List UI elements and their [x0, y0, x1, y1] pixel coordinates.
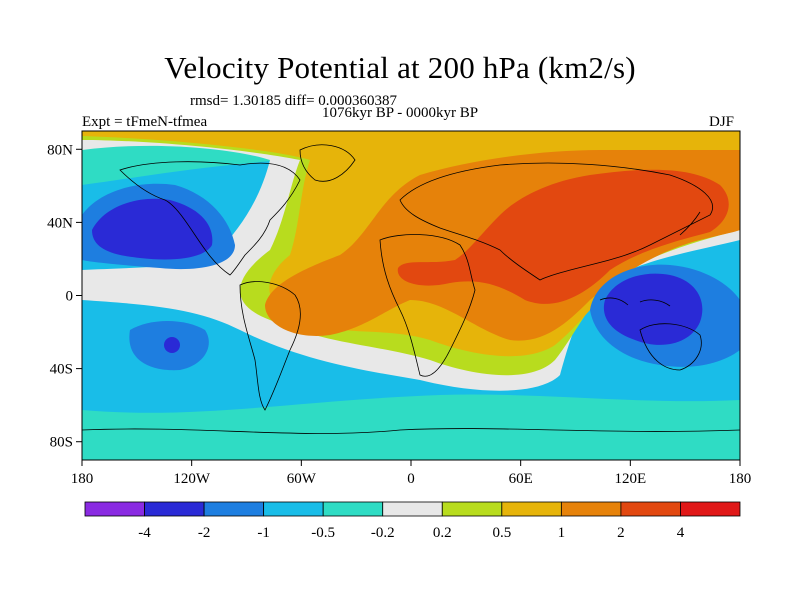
x-tick-label: 60W — [287, 471, 317, 487]
colorbar-label: 0.5 — [492, 525, 511, 541]
colorbar-label: -0.2 — [371, 525, 395, 541]
contour-spac-minus2 — [164, 337, 180, 353]
colorbar-swatch — [382, 501, 443, 517]
x-tick-label: 180 — [729, 471, 752, 487]
coastlines — [82, 144, 740, 434]
experiment-label: Expt = tFmeN-tfmea — [82, 114, 208, 130]
y-tick-label: 40N — [47, 215, 73, 231]
contour-mc-minus2 — [603, 273, 703, 345]
x-tick-label: 180 — [71, 471, 94, 487]
x-tick-label: 60E — [509, 471, 533, 487]
colorbar-label: 1 — [558, 525, 566, 541]
colorbar-label: 0.2 — [433, 525, 452, 541]
colorbar: -4 -2 -1 -0.5 -0.2 0.2 0.5 1 2 4 — [84, 501, 741, 541]
colorbar-swatch — [203, 501, 265, 517]
colorbar-swatch — [501, 501, 562, 517]
x-tick-label: 0 — [407, 471, 415, 487]
contour-fill-layer — [82, 131, 740, 460]
y-tick-label: 40S — [50, 362, 73, 378]
colorbar-label: -2 — [198, 525, 211, 541]
x-tick-label: 120E — [614, 471, 646, 487]
colorbar-swatch — [441, 501, 503, 517]
colorbar-swatch — [84, 501, 145, 517]
colorbar-swatch — [680, 501, 741, 517]
period-label: 1076kyr BP - 0000kyr BP — [322, 105, 479, 121]
contour-2 — [397, 169, 729, 304]
y-tick-label: 80N — [47, 142, 73, 158]
colorbar-swatch — [620, 501, 681, 517]
chart-title: Velocity Potential at 200 hPa (km2/s) — [164, 50, 636, 85]
colorbar-swatch — [322, 501, 384, 517]
colorbar-label: -4 — [138, 525, 151, 541]
season-label: DJF — [709, 114, 735, 130]
contour-npac-minus2 — [92, 198, 213, 260]
y-tick-label: 0 — [66, 289, 74, 305]
colorbar-swatch — [263, 501, 324, 517]
colorbar-swatch — [144, 501, 205, 517]
colorbar-label: -0.5 — [311, 525, 335, 541]
colorbar-label: -1 — [257, 525, 270, 541]
y-tick-label: 80S — [50, 435, 73, 451]
colorbar-label: 4 — [677, 525, 685, 541]
colorbar-label: 2 — [617, 525, 625, 541]
stats-label: rmsd= 1.30185 diff= 0.000360387 — [190, 93, 398, 109]
contour-teal-south — [82, 394, 740, 460]
axes: 180 120W 60W 0 60E 120E 180 80N 40N 0 40S 80S — [47, 142, 751, 487]
x-tick-label: 120W — [173, 471, 211, 487]
colorbar-swatch — [560, 501, 622, 517]
